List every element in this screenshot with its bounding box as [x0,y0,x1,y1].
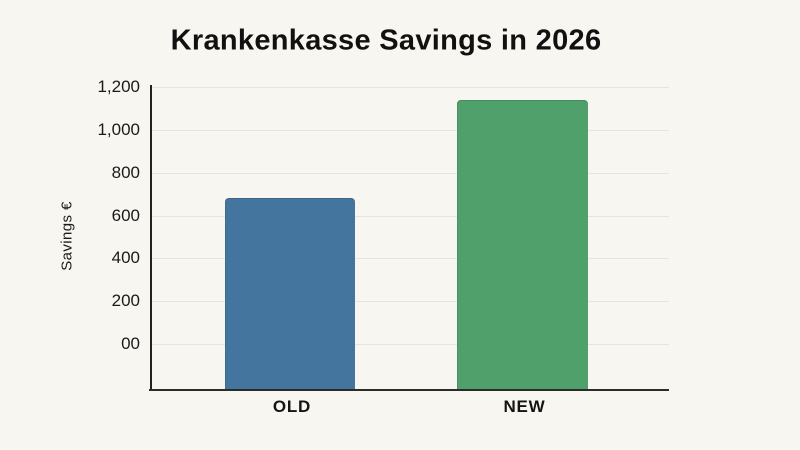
gridline-600 [150,215,669,217]
y-tick-label-200: 200 [111,291,140,311]
bar-old [225,198,355,389]
gridline-1200 [150,87,669,89]
gridline-200 [150,301,669,303]
x-category-label-new: NEW [503,397,546,416]
chart-title: Krankenkasse Savings in 2026 [170,24,602,57]
y-tick-label-400: 400 [111,248,140,268]
x-axis-line [149,389,669,391]
y-tick-label-600: 600 [111,205,140,225]
gridline-1000 [150,130,669,131]
gridline-400 [150,258,669,260]
gridline-0 [150,344,669,345]
y-tick-label-1000: 1,000 [97,120,140,139]
y-tick-label-800: 800 [111,162,140,182]
y-axis-line [150,85,152,390]
gridline-800 [150,172,669,174]
y-tick-label-0: 00 [121,334,140,353]
y-tick-label-1200: 1,200 [97,77,140,97]
bar-new [457,100,588,389]
x-category-label-old: OLD [272,397,312,416]
